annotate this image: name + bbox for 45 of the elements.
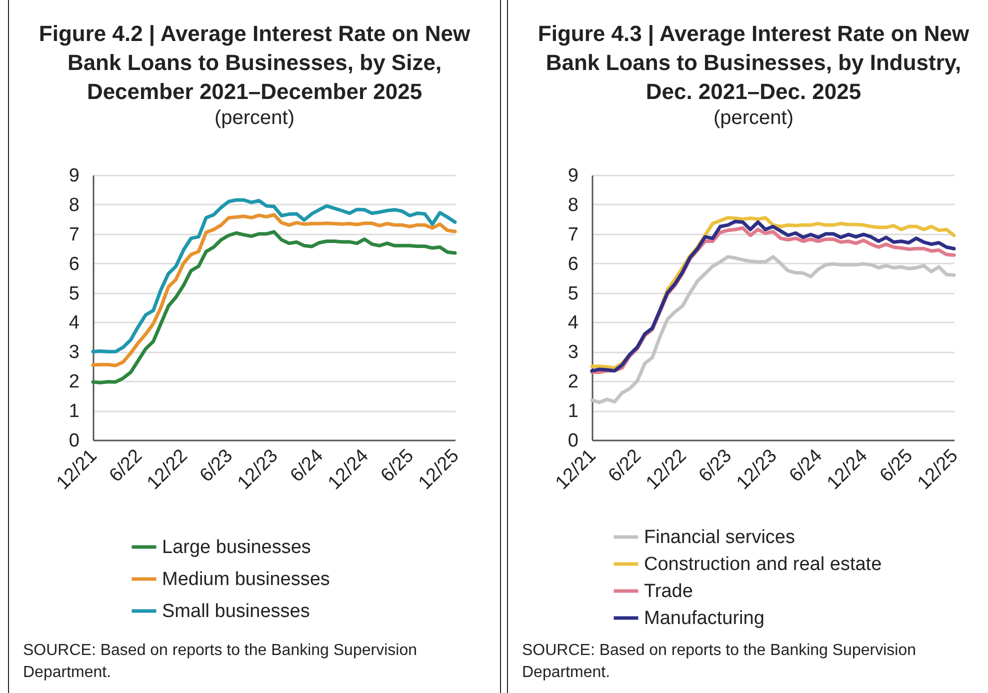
y-tick-label: 6 [568,254,578,275]
source-note: SOURCE: Based on reports to the Banking Supervision Department. [522,641,917,684]
y-tick-label: 2 [68,372,80,393]
y-tick-label: 3 [68,342,80,364]
y-tick-label: 0 [568,430,578,452]
y-tick-label: 9 [568,166,578,186]
legend-label: Small businesses [162,601,310,622]
y-tick-label: 6 [68,254,80,275]
line-series [91,230,457,384]
x-tick-label: 6/22 [604,445,646,486]
y-tick-label: 0 [68,430,80,452]
y-tick-label: 2 [568,372,578,393]
legend-label: Large businesses [162,537,311,558]
y-tick-label: 4 [68,312,80,334]
y-tick-label: 5 [568,283,578,304]
legend-label: Trade [644,581,693,602]
x-tick-label: 6/23 [695,445,736,486]
line-series [590,255,956,404]
y-tick-label: 7 [568,224,578,246]
chart-title: Figure 4.3 | Average Interest Rate on New Bank Loans to Businesses, by Industry, Dec. 2021–Dec. 2025 [536,20,970,106]
y-tick-label: 1 [68,401,80,422]
legend-label: Construction and real estate [644,554,882,575]
legend-label: Medium businesses [162,569,330,590]
y-tick-label: 7 [68,224,80,246]
x-tick-label: 6/25 [876,445,918,486]
line-series [91,213,457,368]
chart-subtitle: (percent) [712,107,795,130]
legend-label: Manufacturing [644,608,764,629]
source-note: SOURCE: Based on reports to the Banking Supervision Department. [23,641,418,684]
line-series [91,198,457,354]
legend-label: Financial services [644,527,795,548]
x-tick-label: 6/23 [196,445,238,486]
y-tick-label: 1 [568,401,578,422]
chart-title: Figure 4.2 | Average Interest Rate on New Bank Loans to Businesses, by Size, December 2021–December 2025 [38,20,472,106]
x-tick-label: 6/22 [106,445,147,486]
chart-subtitle: (percent) [213,107,296,130]
x-tick-label: 6/24 [286,445,328,486]
y-tick-label: 8 [568,194,578,216]
y-tick-label: 5 [68,283,80,304]
y-tick-label: 9 [68,166,80,186]
y-tick-label: 3 [568,342,578,364]
y-tick-label: 8 [68,194,80,216]
x-tick-label: 6/25 [377,445,418,486]
y-tick-label: 4 [568,312,579,334]
x-tick-label: 6/24 [786,445,827,486]
